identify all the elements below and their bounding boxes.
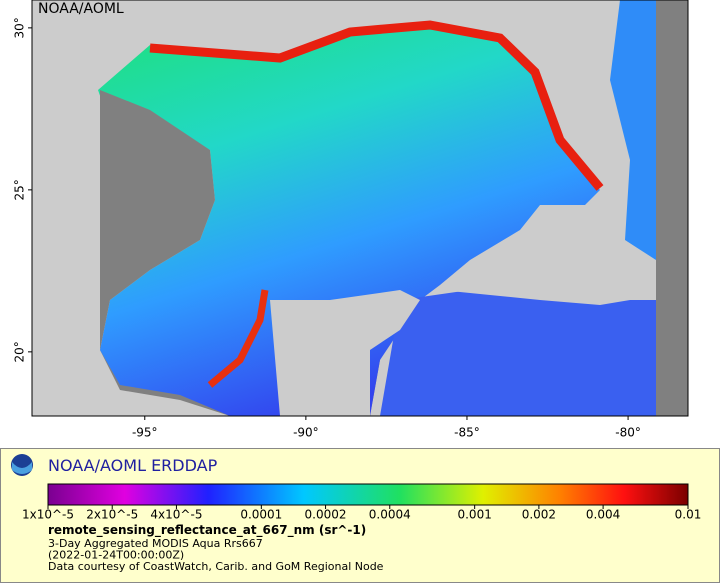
legend-panel: NOAA/AOML ERDDAP remote_sensing_reflecta… — [0, 448, 720, 583]
colorbar-tick-label: 0.0004 — [369, 508, 411, 522]
map-frame — [31, 0, 689, 417]
watermark: NOAA/AOML — [38, 1, 124, 17]
colorbar-tick-label: 0.004 — [586, 508, 620, 522]
colorbar-tick-label: 1x10^-5 — [22, 508, 74, 522]
legend-line: Data courtesy of CoastWatch, Carib. and … — [48, 560, 384, 573]
colorbar-tick-label: 4x10^-5 — [150, 508, 202, 522]
cuba — [440, 270, 630, 305]
colorbar-tick-label: 0.001 — [457, 508, 491, 522]
map: NOAA/AOML — [31, 0, 689, 417]
lat-tick-label: 25° — [13, 179, 27, 200]
colorbar-tick-label: 0.0002 — [305, 508, 347, 522]
lat-tick-label: 30° — [13, 17, 27, 38]
lat-tick-label: 20° — [13, 341, 27, 362]
lon-tick-label: -95° — [132, 426, 158, 440]
legend-line: (2022-01-24T00:00:00Z) — [48, 549, 184, 562]
no-data-patch — [100, 90, 215, 350]
yucatan — [270, 290, 420, 416]
noaa-logo-wave — [12, 462, 32, 474]
caribbean-water — [380, 280, 656, 416]
atlantic-water — [610, 0, 656, 260]
coastal-turbid-water — [149, 20, 604, 191]
gulf-water — [98, 22, 600, 416]
colorbar-tick-label: 0.01 — [675, 508, 702, 522]
colorbar-tick-label: 2x10^-5 — [86, 508, 138, 522]
legend-title: NOAA/AOML ERDDAP — [48, 456, 218, 475]
coastal-turbid-water — [207, 289, 269, 388]
colorbar — [47, 483, 689, 506]
lon-tick-label: -90° — [293, 426, 319, 440]
lon-tick-label: -85° — [454, 426, 480, 440]
colorbar-tick-label: 0.002 — [522, 508, 556, 522]
legend-background — [0, 448, 720, 583]
colorbar-tick-label: 0.0001 — [240, 508, 282, 522]
lon-tick-label: -80° — [615, 426, 641, 440]
variable-name: remote_sensing_reflectance_at_667_nm (sr… — [48, 523, 366, 538]
legend-line: 3-Day Aggregated MODIS Aqua Rrs667 — [48, 537, 263, 550]
